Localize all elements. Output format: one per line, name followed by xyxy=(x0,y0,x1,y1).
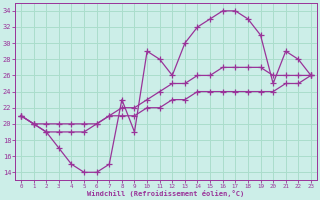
X-axis label: Windchill (Refroidissement éolien,°C): Windchill (Refroidissement éolien,°C) xyxy=(87,190,244,197)
